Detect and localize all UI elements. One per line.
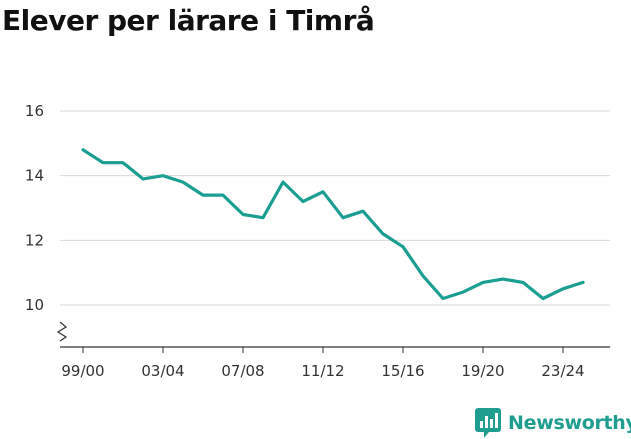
x-tick-label: 11/12 <box>301 362 344 380</box>
x-tick-label: 07/08 <box>221 362 264 380</box>
x-tick-label: 99/00 <box>61 362 104 380</box>
y-tick-label: 16 <box>25 102 44 120</box>
brand-name: Newsworthy <box>508 412 631 434</box>
x-tick-label: 15/16 <box>381 362 424 380</box>
axis-break-zigzag <box>56 321 68 342</box>
series-line <box>81 148 585 301</box>
series-layer <box>81 148 585 301</box>
axis-break-icon <box>56 321 68 342</box>
x-tick-label: 19/20 <box>461 362 504 380</box>
x-tick-label: 03/04 <box>141 362 184 380</box>
chart-title: Elever per lärare i Timrå <box>2 4 375 37</box>
gridlines <box>60 110 610 306</box>
x-tick-label: 23/24 <box>541 362 584 380</box>
y-tick-label: 14 <box>25 167 44 185</box>
y-tick-label: 10 <box>25 296 44 314</box>
y-axis-ticks: 10 12 14 16 <box>25 102 44 314</box>
newsworthy-logo-icon <box>475 408 501 438</box>
x-axis: 99/00 03/04 07/08 11/12 15/16 19/20 23/24 <box>60 346 610 380</box>
y-tick-label: 12 <box>25 231 44 249</box>
brand-logo: Newsworthy <box>475 408 631 438</box>
